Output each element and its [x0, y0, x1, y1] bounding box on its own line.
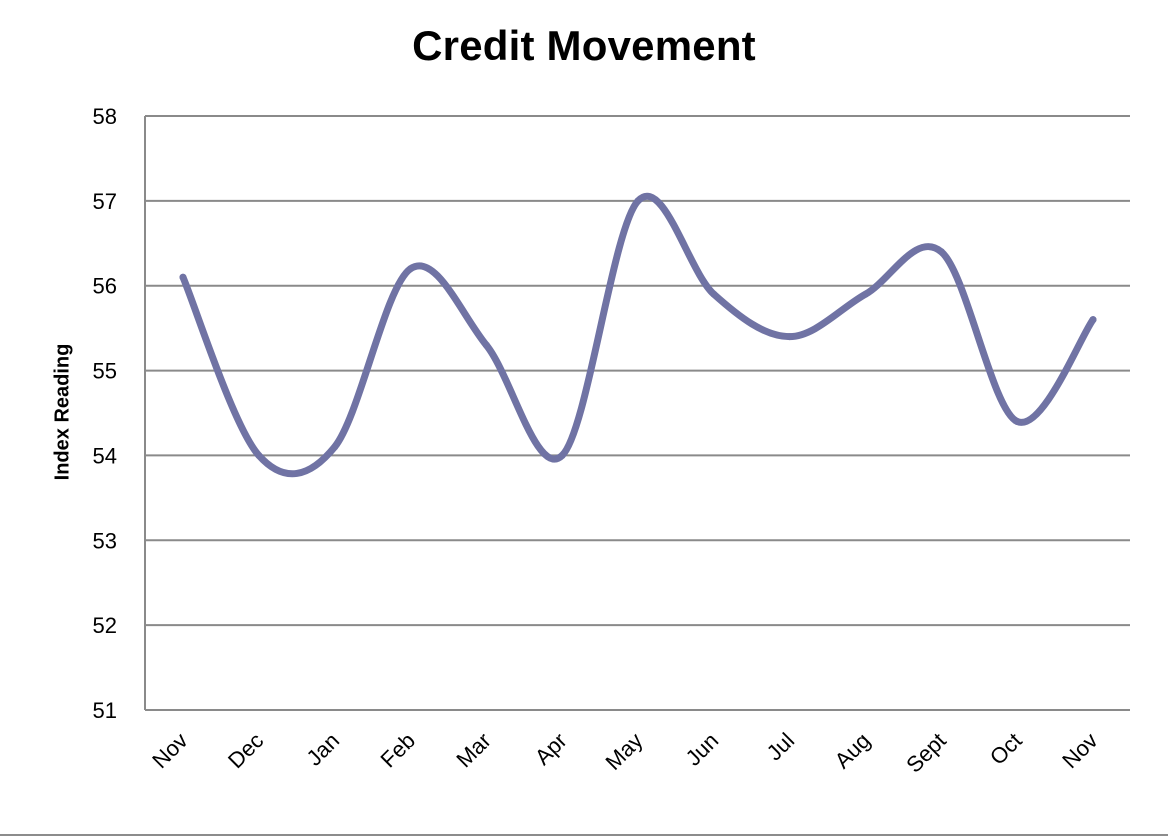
series — [179, 192, 1097, 478]
data-point — [331, 443, 339, 451]
data-point — [179, 273, 187, 281]
x-tick-label: Aug — [830, 728, 875, 773]
y-tick-label: 55 — [93, 359, 117, 384]
x-tick-label: Jan — [301, 728, 344, 771]
gridlines — [145, 115, 1130, 627]
chart-title: Credit Movement — [412, 22, 756, 69]
x-tick-label: Dec — [223, 728, 268, 773]
y-tick-label: 57 — [93, 189, 117, 214]
y-tick-label: 58 — [93, 104, 117, 129]
x-tick-labels: Nov Dec Jan Feb Mar Apr May Jun Jul Aug Sept Oct Nov — [147, 728, 1102, 778]
x-tick-label: Apr — [530, 728, 572, 770]
data-point — [255, 451, 263, 459]
data-point — [862, 290, 869, 298]
data-point — [710, 290, 718, 298]
data-point — [558, 451, 566, 459]
x-tick-label: Jul — [762, 728, 800, 766]
x-tick-label: Jun — [681, 728, 724, 771]
x-tick-label: Feb — [376, 728, 420, 772]
data-point — [407, 265, 414, 273]
y-tick-label: 54 — [93, 443, 117, 468]
data-point — [937, 248, 945, 256]
y-tick-label: 51 — [93, 698, 117, 723]
y-tick-label: 53 — [93, 528, 117, 553]
y-tick-labels: 51 52 53 54 55 56 57 58 — [93, 104, 117, 723]
bottom-divider — [0, 834, 1168, 836]
x-tick-label: Mar — [451, 728, 495, 772]
x-tick-label: May — [600, 728, 647, 775]
x-tick-label: Oct — [985, 728, 1027, 770]
series-line — [179, 192, 1097, 478]
axes — [144, 116, 1130, 711]
x-tick-label: Sept — [901, 728, 951, 778]
y-tick-label: 52 — [93, 613, 117, 638]
data-point — [1013, 417, 1021, 425]
x-tick-label: Nov — [1057, 728, 1102, 773]
data-point — [1089, 316, 1097, 324]
data-point — [482, 341, 490, 349]
data-point — [786, 333, 794, 341]
data-point — [634, 197, 642, 205]
x-tick-label: Nov — [147, 728, 192, 773]
y-tick-label: 56 — [93, 274, 117, 299]
